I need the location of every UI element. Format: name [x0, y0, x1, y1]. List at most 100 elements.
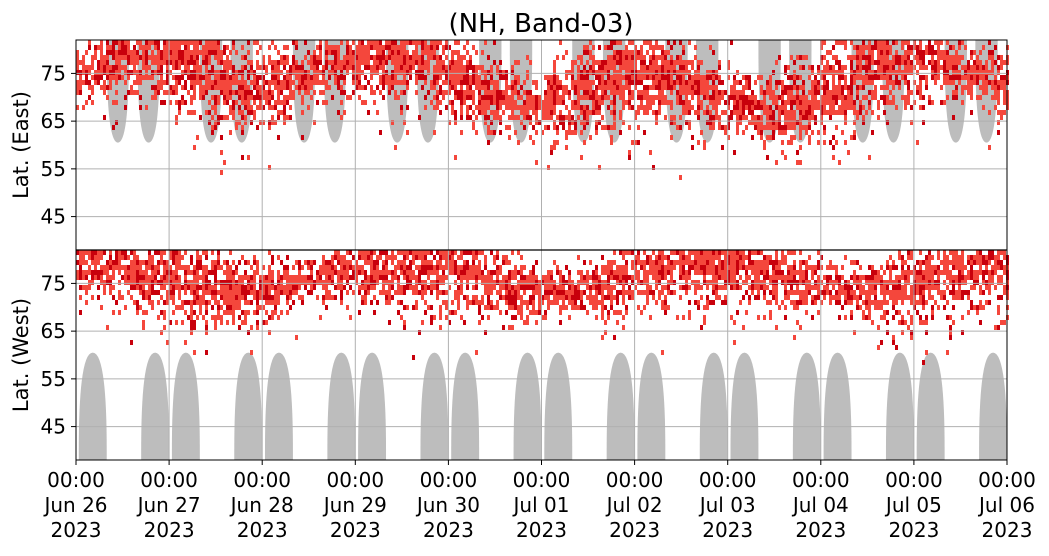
intensity-cell [154, 290, 157, 295]
intensity-cell [277, 65, 280, 70]
intensity-cell [619, 290, 622, 295]
intensity-cell [784, 125, 787, 130]
intensity-cell [853, 105, 856, 110]
intensity-cell [577, 80, 580, 85]
intensity-cell [826, 70, 829, 75]
intensity-cell [202, 55, 205, 60]
intensity-cell [784, 290, 787, 295]
intensity-cell [820, 55, 823, 60]
intensity-cell [262, 285, 265, 290]
intensity-cell [283, 110, 286, 115]
intensity-cell [88, 45, 91, 50]
intensity-cell [784, 255, 787, 260]
intensity-cell [118, 260, 121, 265]
intensity-cell [625, 310, 628, 315]
intensity-cell [109, 260, 112, 265]
intensity-cell [679, 85, 682, 90]
intensity-cell [499, 105, 502, 110]
intensity-cell [139, 70, 142, 75]
intensity-cell [394, 255, 397, 260]
intensity-cell [775, 265, 778, 270]
intensity-cell [739, 95, 742, 100]
intensity-cell [184, 265, 187, 270]
intensity-cell [613, 85, 616, 90]
intensity-cell [721, 80, 724, 85]
intensity-cell [661, 290, 664, 295]
intensity-cell [604, 320, 607, 325]
intensity-cell [415, 50, 418, 55]
intensity-cell [883, 280, 886, 285]
intensity-cell [775, 100, 778, 105]
intensity-cell [832, 155, 835, 160]
intensity-cell [730, 250, 733, 255]
intensity-cell [475, 130, 478, 135]
intensity-cell [358, 250, 361, 255]
intensity-cell [292, 95, 295, 100]
intensity-cell [463, 95, 466, 100]
intensity-cell [559, 80, 562, 85]
intensity-cell [115, 60, 118, 65]
intensity-cell [874, 75, 877, 80]
intensity-cell [874, 300, 877, 305]
intensity-cell [430, 45, 433, 50]
intensity-cell [499, 70, 502, 75]
intensity-cell [373, 310, 376, 315]
intensity-cell [559, 295, 562, 300]
intensity-cell [274, 295, 277, 300]
intensity-cell [844, 65, 847, 70]
intensity-cell [418, 55, 421, 60]
intensity-cell [328, 290, 331, 295]
intensity-cell [745, 80, 748, 85]
intensity-cell [88, 65, 91, 70]
intensity-cell [814, 285, 817, 290]
intensity-cell [475, 115, 478, 120]
intensity-cell [694, 250, 697, 255]
intensity-cell [883, 310, 886, 315]
intensity-cell [826, 85, 829, 90]
intensity-cell [862, 75, 865, 80]
intensity-cell [457, 60, 460, 65]
intensity-cell [550, 270, 553, 275]
intensity-cell [850, 315, 853, 320]
intensity-cell [400, 40, 403, 45]
intensity-cell [865, 55, 868, 60]
intensity-cell [487, 130, 490, 135]
intensity-cell [427, 90, 430, 95]
intensity-cell [682, 85, 685, 90]
intensity-cell [886, 330, 889, 335]
intensity-cell [577, 270, 580, 275]
intensity-cell [115, 250, 118, 255]
intensity-cell [766, 125, 769, 130]
intensity-cell [148, 55, 151, 60]
intensity-cell [844, 75, 847, 80]
intensity-cell [736, 255, 739, 260]
intensity-cell [589, 70, 592, 75]
intensity-cell [295, 290, 298, 295]
intensity-cell [637, 250, 640, 255]
intensity-cell [664, 75, 667, 80]
intensity-cell [577, 55, 580, 60]
intensity-cell [715, 85, 718, 90]
intensity-cell [403, 265, 406, 270]
intensity-cell [631, 55, 634, 60]
intensity-cell [100, 250, 103, 255]
intensity-cell [298, 280, 301, 285]
intensity-cell [190, 70, 193, 75]
intensity-cell [232, 260, 235, 265]
intensity-cell [685, 80, 688, 85]
intensity-cell [733, 250, 736, 255]
intensity-cell [118, 255, 121, 260]
intensity-cell [610, 85, 613, 90]
intensity-cell [397, 280, 400, 285]
intensity-cell [577, 280, 580, 285]
intensity-cell [241, 255, 244, 260]
intensity-cell [775, 260, 778, 265]
intensity-cell [892, 80, 895, 85]
intensity-cell [634, 270, 637, 275]
intensity-cell [565, 280, 568, 285]
intensity-cell [793, 125, 796, 130]
intensity-cell [466, 70, 469, 75]
intensity-cell [415, 305, 418, 310]
intensity-cell [700, 75, 703, 80]
intensity-cell [103, 115, 106, 120]
